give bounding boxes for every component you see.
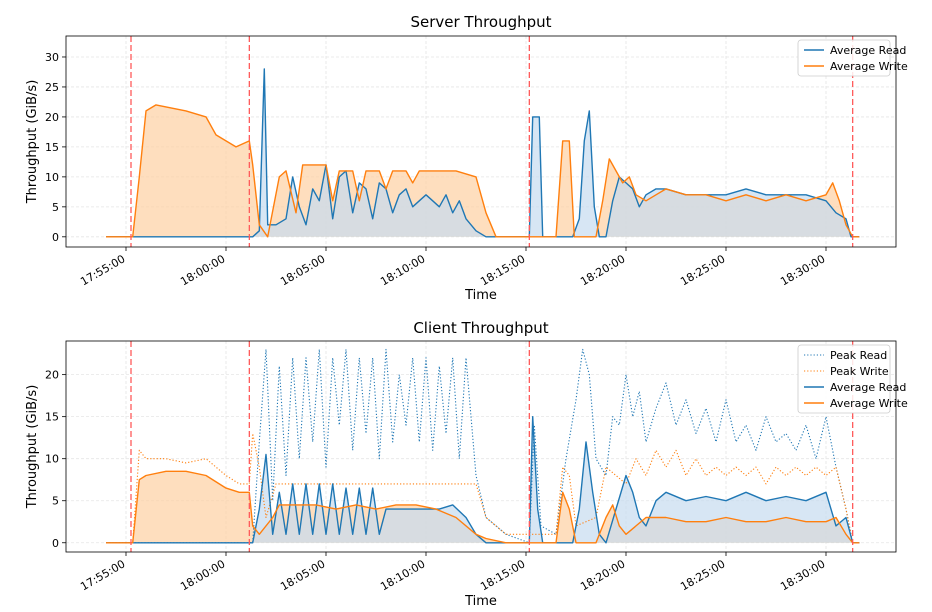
y-axis-label: Throughput (GiB/s): [25, 385, 40, 510]
y-tick-label: 10: [45, 453, 59, 466]
plot-area: [106, 341, 860, 552]
y-tick-label: 25: [45, 81, 59, 94]
legend-frame: [797, 39, 891, 77]
chart-title: Client Throughput: [413, 319, 548, 337]
x-tick-label: 18:20:00: [578, 252, 627, 288]
x-tick-label: 18:05:00: [278, 557, 327, 593]
legend-label: Average Read: [830, 44, 906, 57]
area-fill-average-read: [106, 69, 860, 237]
chart-panel-0: 0 5 10 15 20 25 30 17:55:00 18:00:00 18:05:00 18:1…: [25, 13, 908, 303]
y-tick-label: 0: [52, 231, 59, 244]
legend-label: Average Write: [830, 60, 908, 73]
plot-area: [106, 36, 860, 247]
x-tick-label: 18:25:00: [678, 252, 727, 288]
y-tick-label: 5: [52, 201, 59, 214]
axes-frame: [65, 35, 897, 248]
chart-panel-1: 0 5 10 15 20 17:55:00 18:00:00 18:05:00 18:10:00…: [25, 319, 908, 609]
legend-label: Peak Read: [830, 349, 887, 362]
legend-label: Average Read: [830, 381, 906, 394]
x-tick-label: 18:15:00: [478, 252, 527, 288]
x-tick-label: 18:10:00: [378, 252, 427, 288]
y-tick-label: 30: [45, 51, 59, 64]
x-tick-label: 17:55:00: [78, 252, 127, 288]
x-axis-label: Time: [464, 594, 497, 609]
legend-label: Average Write: [830, 397, 908, 410]
legend: Average Read Average Write: [797, 39, 908, 77]
y-tick-label: 15: [45, 141, 59, 154]
y-axis-label: Throughput (GiB/s): [25, 80, 40, 205]
x-tick-label: 18:00:00: [178, 557, 227, 593]
y-tick-label: 20: [45, 369, 59, 382]
area-fill-average-read: [106, 416, 860, 543]
y-tick-label: 10: [45, 171, 59, 184]
x-tick-label: 18:30:00: [778, 557, 827, 593]
series-line-peak-write: [106, 432, 860, 544]
x-tick-label: 18:00:00: [178, 252, 227, 288]
y-tick-label: 5: [52, 495, 59, 508]
axes-frame: [65, 340, 897, 553]
legend-label: Peak Write: [830, 365, 889, 378]
x-tick-label: 18:30:00: [778, 252, 827, 288]
legend: Peak Read Peak Write Average Read Average W…: [797, 344, 908, 414]
x-tick-label: 18:05:00: [278, 252, 327, 288]
y-tick-label: 15: [45, 411, 59, 424]
legend-frame: [797, 344, 891, 414]
series-line-average-write: [106, 104, 860, 238]
x-tick-label: 18:15:00: [478, 557, 527, 593]
chart-title: Server Throughput: [410, 13, 551, 31]
x-tick-label: 17:55:00: [78, 557, 127, 593]
y-tick-label: 20: [45, 111, 59, 124]
x-axis-label: Time: [464, 288, 497, 303]
x-tick-label: 18:10:00: [378, 557, 427, 593]
x-tick-label: 18:25:00: [678, 557, 727, 593]
series-line-average-read: [106, 416, 860, 544]
y-tick-label: 0: [52, 537, 59, 550]
series-line-average-write: [106, 470, 860, 544]
x-tick-label: 18:20:00: [578, 557, 627, 593]
